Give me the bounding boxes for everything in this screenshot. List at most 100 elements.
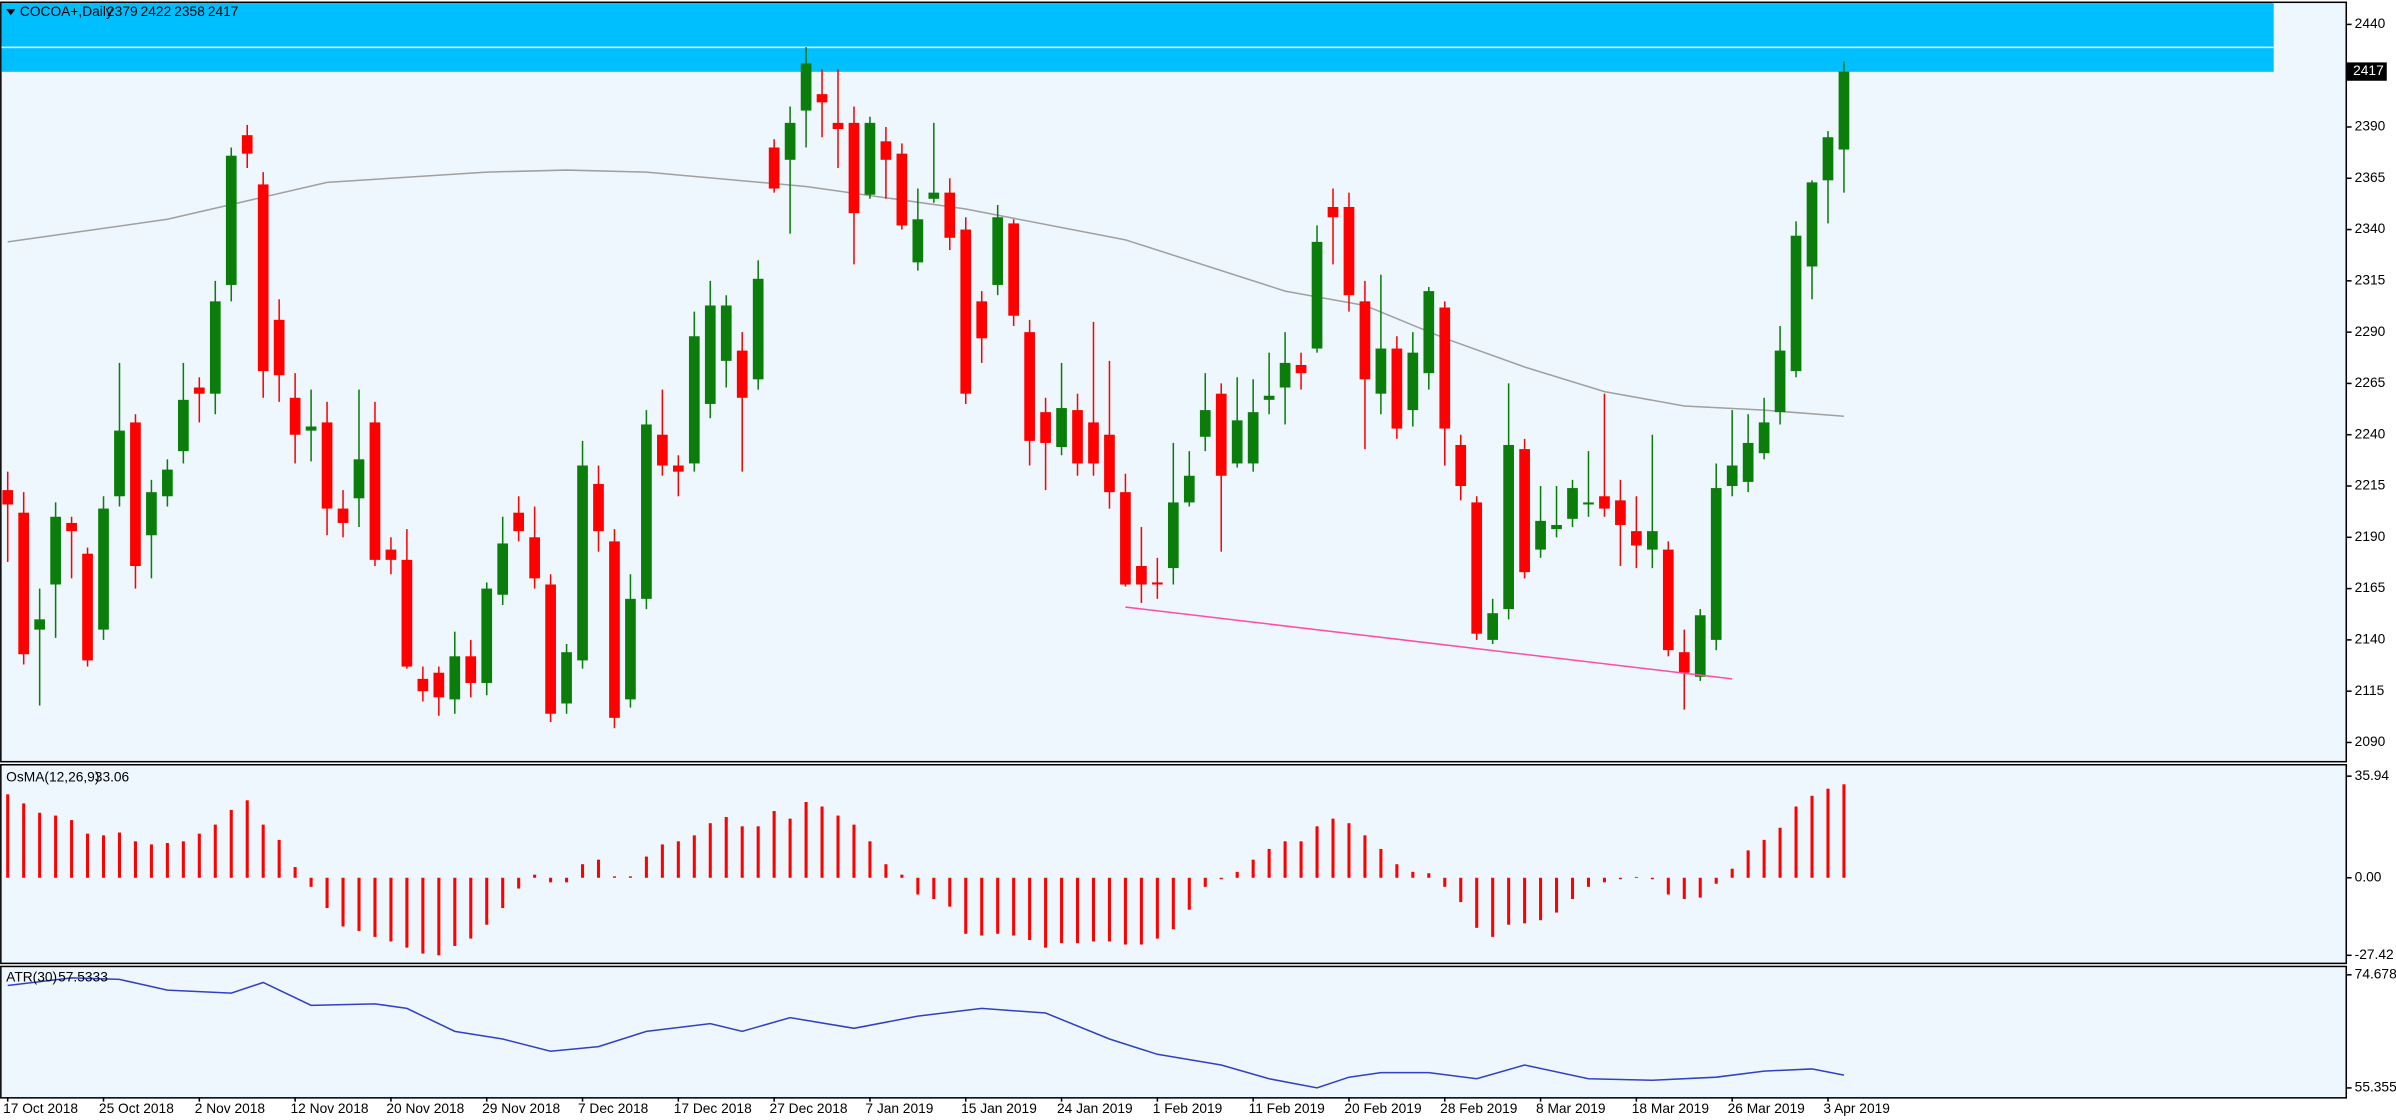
ohlc-low: 2358: [174, 4, 205, 19]
candle-body: [178, 399, 189, 452]
candle-body: [1551, 524, 1562, 530]
histogram-bar: [245, 800, 249, 878]
histogram-bar: [485, 877, 489, 925]
histogram-bar: [1315, 826, 1319, 878]
histogram-bar: [181, 841, 185, 878]
histogram-bar: [533, 874, 537, 878]
marks: 2440241523902365234023152290226522402215…: [2, 16, 2396, 1116]
candle-body: [1599, 496, 1610, 509]
histogram-bar: [357, 877, 361, 931]
candle-body: [976, 301, 988, 339]
highlight-zone: [1, 3, 2274, 72]
x-tick-label: 15 Jan 2019: [961, 1101, 1037, 1116]
candle-body: [1104, 434, 1115, 493]
candle-body: [497, 543, 509, 595]
candle-body: [1247, 412, 1259, 464]
x-tick-label: 17 Dec 2018: [674, 1101, 752, 1116]
atr-value: 57.5333: [58, 970, 108, 985]
candle-body: [832, 122, 844, 130]
candle-body: [864, 122, 876, 195]
x-tick-label: 28 Feb 2019: [1440, 1101, 1517, 1116]
y-tick-label: 2315: [2355, 272, 2386, 287]
histogram-bar: [1618, 877, 1622, 880]
candle-body: [672, 465, 684, 472]
x-tick-label: 20 Nov 2018: [386, 1101, 464, 1116]
histogram-bar: [149, 844, 153, 878]
histogram-bar: [724, 816, 728, 878]
candle-body: [82, 553, 93, 661]
candle-body: [50, 516, 61, 585]
histogram-bar: [596, 859, 601, 878]
candle-body: [1758, 422, 1770, 454]
histogram-bar: [1778, 827, 1782, 878]
histogram-bar: [1555, 877, 1559, 913]
histogram-bar: [1602, 877, 1606, 883]
atr-title: ATR(30): [6, 970, 57, 985]
candle-body: [1631, 531, 1642, 546]
histogram-bar: [1842, 784, 1846, 878]
y-tick-label: 2165: [2355, 580, 2386, 595]
histogram-bar: [1251, 859, 1255, 878]
candle-body: [114, 430, 125, 497]
candle-body: [960, 229, 972, 394]
histogram-bar: [708, 823, 712, 878]
candle-body: [1822, 137, 1834, 181]
collapse-icon[interactable]: [6, 9, 16, 16]
candle-body: [1710, 488, 1722, 640]
candle-body: [241, 135, 253, 154]
candle-body: [912, 219, 924, 263]
histogram-bar: [549, 877, 553, 883]
candle-body: [146, 492, 157, 536]
candle-body: [545, 584, 556, 714]
candle-body: [1215, 393, 1227, 476]
candle-body: [513, 512, 525, 532]
histogram-bar: [1459, 877, 1463, 903]
candle-body: [1583, 502, 1594, 505]
candle-body: [928, 192, 940, 199]
histogram-bar: [117, 832, 122, 878]
histogram-bar: [1427, 873, 1431, 878]
x-tick-label: 18 Mar 2019: [1632, 1101, 1709, 1116]
histogram-bar: [1714, 877, 1718, 884]
histogram-bar: [277, 839, 281, 878]
candle-body: [369, 422, 381, 560]
candle-body: [1167, 502, 1179, 569]
candle-body: [736, 350, 748, 398]
candle-body: [1343, 206, 1355, 296]
candle-body: [481, 588, 493, 683]
candle-body: [1024, 332, 1035, 441]
atr-pane: [0, 965, 2348, 1099]
candle-body: [577, 465, 588, 661]
histogram-bar: [405, 877, 409, 948]
histogram-bar: [1107, 877, 1111, 942]
histogram-bar: [1155, 877, 1159, 939]
histogram-bar: [1491, 877, 1495, 937]
x-tick-label: 11 Feb 2019: [1249, 1101, 1325, 1116]
histogram-bar: [1539, 877, 1543, 921]
histogram-bar: [1267, 848, 1271, 878]
y-tick-label: 2390: [2355, 119, 2386, 134]
candle-body: [209, 301, 221, 394]
histogram-bar: [772, 811, 776, 878]
x-tick-label: 7 Jan 2019: [865, 1101, 933, 1116]
candle-body: [1120, 492, 1131, 585]
y-tick-label: 2265: [2355, 375, 2386, 390]
histogram-bar: [1123, 877, 1127, 945]
candle-body: [720, 305, 732, 361]
x-tick-label: 24 Jan 2019: [1057, 1101, 1133, 1116]
candle-body: [273, 319, 285, 376]
histogram-bar: [1523, 877, 1527, 924]
histogram-bar: [1586, 877, 1591, 887]
candle-body: [816, 94, 828, 103]
histogram-bar: [261, 824, 265, 878]
histogram-bar: [1363, 835, 1367, 878]
histogram-bar: [373, 877, 377, 937]
histogram-bar: [692, 835, 696, 878]
histogram-bar: [1794, 806, 1798, 878]
candle-body: [896, 153, 908, 226]
y-tick-label: 2365: [2355, 170, 2386, 185]
histogram-bar: [980, 877, 984, 936]
x-tick-label: 20 Feb 2019: [1344, 1101, 1421, 1116]
candle-body: [1375, 348, 1387, 394]
